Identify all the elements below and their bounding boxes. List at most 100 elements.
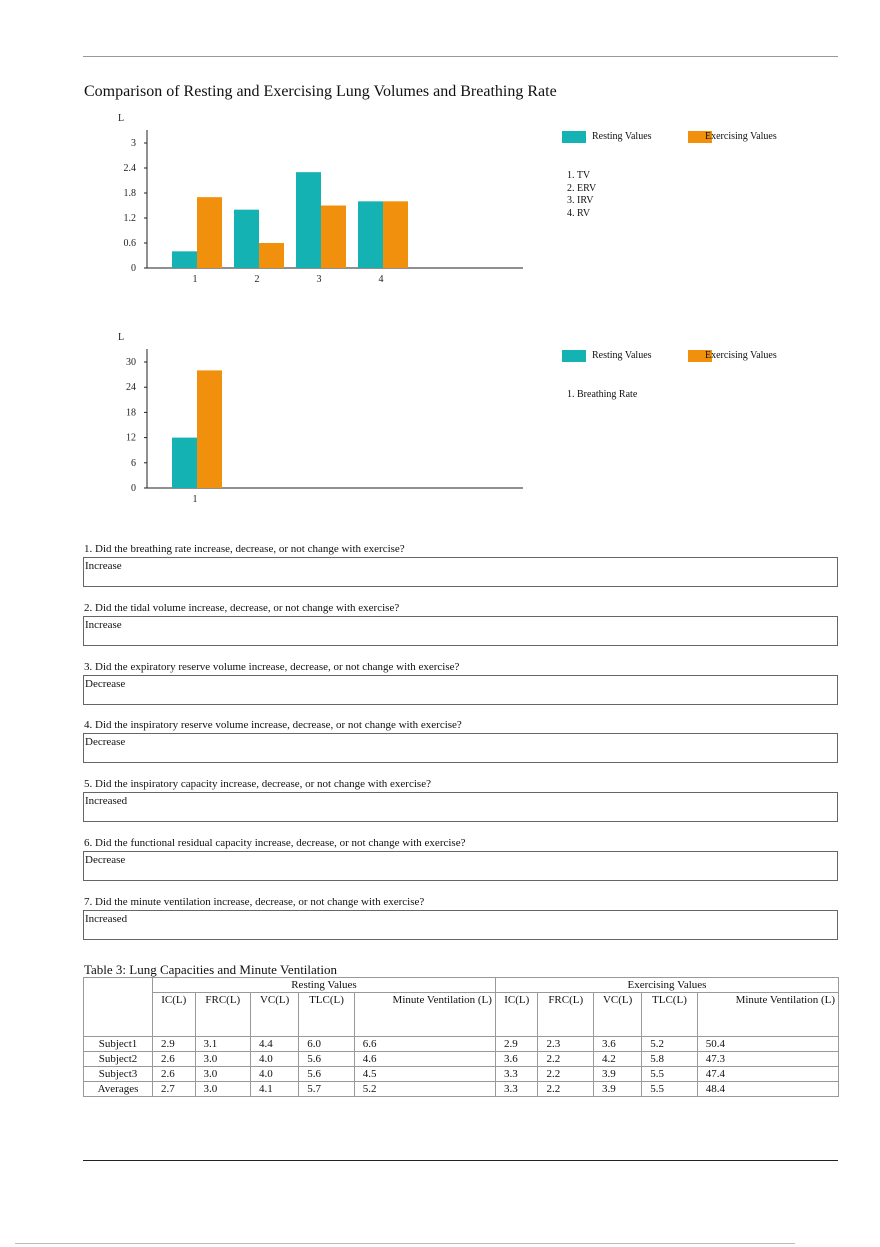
bottom-rule bbox=[83, 1160, 838, 1161]
table-caption: Table 3: Lung Capacities and Minute Vent… bbox=[84, 962, 338, 977]
table-cell: 48.4 bbox=[696, 1081, 840, 1097]
footer-rule bbox=[15, 1243, 795, 1244]
y-tick-label: 24 bbox=[126, 382, 136, 393]
x-tick-label: 1 bbox=[193, 274, 198, 285]
question-1: 1. Did the breathing rate increase, decr… bbox=[84, 543, 405, 555]
column-header: VC(L) bbox=[250, 992, 300, 1037]
y-tick-label: 1.2 bbox=[124, 213, 137, 224]
y-tick-label: 0.6 bbox=[124, 238, 137, 249]
legend-swatch-exercising bbox=[688, 131, 712, 143]
column-header: Minute Ventilation (L) bbox=[353, 992, 496, 1037]
table-cell: 2.7 bbox=[152, 1081, 196, 1097]
x-tick-label: 1 bbox=[193, 494, 198, 505]
table-cell: 47.4 bbox=[696, 1066, 840, 1082]
table-cell: 5.2 bbox=[641, 1036, 698, 1052]
answer-field-1[interactable]: Increase bbox=[83, 557, 838, 587]
column-header: FRC(L) bbox=[194, 992, 252, 1037]
x-tick-label: 4 bbox=[379, 274, 384, 285]
table-cell: 2.2 bbox=[537, 1051, 594, 1067]
lung-volumes-chart: L 0 0.6 1.2 1.8 2.4 3 1 2 3 4 bbox=[118, 113, 523, 285]
table-cell: 4.0 bbox=[250, 1066, 300, 1082]
table-cell: 5.7 bbox=[298, 1081, 355, 1097]
answer-field-6[interactable]: Decrease bbox=[83, 851, 838, 881]
category-key-item: 4. RV bbox=[567, 207, 591, 219]
table-cell: 5.5 bbox=[641, 1081, 698, 1097]
y-tick-label: 0 bbox=[131, 483, 136, 494]
legend-swatch-resting bbox=[562, 350, 586, 362]
lung-capacities-table: Resting Values Exercising Values IC(L) FRC… bbox=[83, 977, 840, 1097]
question-4: 4. Did the inspiratory reserve volume in… bbox=[84, 719, 462, 732]
table-cell: 5.6 bbox=[298, 1051, 355, 1067]
answer-field-5[interactable]: Increased bbox=[83, 792, 838, 823]
y-axis-label: L bbox=[118, 332, 124, 343]
top-rule bbox=[83, 56, 838, 57]
answer-field-3[interactable]: Decrease bbox=[83, 674, 838, 705]
answer-text: Decrease bbox=[85, 854, 126, 866]
bar-resting-3 bbox=[296, 172, 321, 268]
question-3: 3. Did the expiratory reserve volume inc… bbox=[84, 660, 460, 673]
bar-exercising-4 bbox=[383, 201, 408, 268]
table-cell: 4.1 bbox=[250, 1081, 300, 1097]
table-cell: 5.6 bbox=[298, 1066, 355, 1082]
table-cell: 4.4 bbox=[250, 1036, 300, 1052]
table-cell: 3.3 bbox=[494, 1081, 539, 1097]
bar-exercising-1 bbox=[197, 370, 222, 488]
answer-text: Increased bbox=[85, 912, 128, 925]
breathing-rate-chart: L 0 6 12 18 24 30 1 bbox=[118, 332, 523, 505]
category-key-item: 1. TV bbox=[567, 170, 591, 181]
table-cell: 6.6 bbox=[353, 1036, 496, 1052]
column-header: Minute Ventilation (L) bbox=[696, 992, 840, 1037]
y-tick-label: 0 bbox=[131, 263, 136, 274]
legend-swatch-exercising bbox=[688, 350, 712, 362]
table-cell: 4.2 bbox=[592, 1051, 643, 1067]
table-cell: 3.0 bbox=[194, 1051, 252, 1067]
question-2: 2. Did the tidal volume increase, decrea… bbox=[84, 601, 400, 614]
table-cell: 3.0 bbox=[194, 1081, 252, 1097]
table-cell: 4.0 bbox=[250, 1051, 300, 1067]
answer-text: Increased bbox=[85, 795, 128, 808]
column-header: FRC(L) bbox=[537, 992, 594, 1037]
category-key-item: 3. IRV bbox=[567, 195, 594, 206]
x-tick-label: 2 bbox=[255, 274, 260, 285]
table-cell: 5.8 bbox=[641, 1051, 698, 1067]
bar-exercising-2 bbox=[259, 243, 284, 268]
table-row: Subject2 2.6 3.0 4.0 5.6 4.6 3.6 2.2 4.2 5.8 47.3 bbox=[83, 1051, 840, 1067]
table-cell: 3.9 bbox=[592, 1066, 643, 1082]
table-cell: 2.9 bbox=[152, 1036, 196, 1052]
column-header: TLC(L) bbox=[298, 992, 355, 1037]
table-cell: 2.6 bbox=[152, 1066, 196, 1082]
table-cell: 2.2 bbox=[537, 1066, 594, 1082]
table-cell: 4.5 bbox=[353, 1066, 496, 1082]
table-row: Subject3 2.6 3.0 4.0 5.6 4.5 3.3 2.2 3.9 5.5 47.4 bbox=[83, 1066, 840, 1082]
question-5: 5. Did the inspiratory capacity increase… bbox=[84, 778, 431, 791]
answer-field-7[interactable]: Increased bbox=[83, 909, 838, 940]
y-tick-label: 3 bbox=[131, 138, 136, 149]
page-title: Comparison of Resting and Exercising Lun… bbox=[84, 83, 557, 100]
answer-field-2[interactable]: Increase bbox=[83, 615, 838, 646]
bar-resting-2 bbox=[234, 209, 259, 268]
table-cell: 3.0 bbox=[194, 1066, 252, 1082]
y-axis-label: L bbox=[118, 113, 124, 124]
answer-field-4[interactable]: Decrease bbox=[83, 733, 838, 764]
table-cell: 3.6 bbox=[494, 1051, 539, 1067]
bar-resting-4 bbox=[358, 201, 383, 268]
column-header: TLC(L) bbox=[641, 992, 698, 1037]
row-label: Averages bbox=[83, 1081, 153, 1097]
answer-text: Decrease bbox=[85, 736, 126, 749]
y-tick-label: 12 bbox=[126, 433, 136, 444]
group-header: Resting Values bbox=[152, 977, 496, 993]
y-tick-label: 18 bbox=[126, 407, 136, 418]
y-tick-label: 6 bbox=[131, 458, 136, 469]
y-tick-label: 30 bbox=[126, 357, 136, 368]
bar-resting-1 bbox=[172, 251, 197, 268]
bar-resting-1 bbox=[172, 437, 197, 488]
table-cell: 5.2 bbox=[353, 1081, 496, 1097]
table-cell: 3.9 bbox=[592, 1081, 643, 1097]
corner-cell bbox=[83, 977, 153, 1037]
answer-text: Decrease bbox=[85, 677, 126, 690]
legend-label-exercising: Exercising Values bbox=[705, 131, 777, 142]
table-cell: 2.2 bbox=[537, 1081, 594, 1097]
row-label: Subject3 bbox=[83, 1066, 153, 1082]
column-header: IC(L) bbox=[152, 992, 196, 1037]
